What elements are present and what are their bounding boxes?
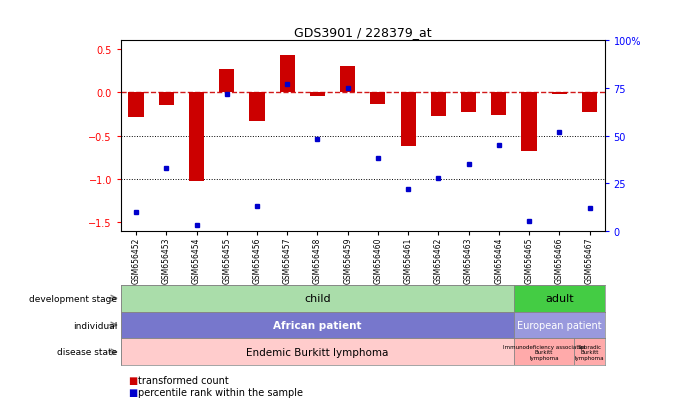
Bar: [574, 339, 605, 366]
Bar: [491, 93, 507, 116]
Bar: [129, 93, 144, 117]
Bar: [310, 93, 325, 97]
Bar: [461, 93, 476, 113]
Bar: [121, 339, 514, 366]
Bar: [401, 93, 416, 147]
Bar: [159, 93, 174, 106]
Bar: [430, 93, 446, 116]
Text: disease state: disease state: [57, 348, 117, 356]
Text: Sporadic
Burkitt
lymphoma: Sporadic Burkitt lymphoma: [575, 344, 605, 360]
Bar: [370, 93, 386, 104]
Bar: [514, 312, 605, 339]
Text: African patient: African patient: [273, 320, 361, 330]
Bar: [249, 93, 265, 121]
Bar: [522, 93, 537, 152]
Text: Immunodeficiency associated
Burkitt
lymphoma: Immunodeficiency associated Burkitt lymp…: [503, 344, 585, 360]
Bar: [121, 285, 514, 312]
Bar: [514, 285, 605, 312]
Text: development stage: development stage: [30, 294, 117, 303]
Text: individual: individual: [73, 321, 117, 330]
Text: Endemic Burkitt lymphoma: Endemic Burkitt lymphoma: [246, 347, 388, 357]
Bar: [551, 93, 567, 95]
Bar: [514, 339, 574, 366]
Text: adult: adult: [545, 293, 574, 304]
Title: GDS3901 / 228379_at: GDS3901 / 228379_at: [294, 26, 432, 39]
Bar: [219, 70, 234, 93]
Text: ■: ■: [128, 387, 137, 397]
Bar: [280, 56, 295, 93]
Bar: [121, 312, 514, 339]
Bar: [189, 93, 204, 181]
Text: transformed count: transformed count: [138, 375, 229, 385]
Bar: [340, 67, 355, 93]
Text: European patient: European patient: [517, 320, 602, 330]
Text: percentile rank within the sample: percentile rank within the sample: [138, 387, 303, 397]
Text: ■: ■: [128, 375, 137, 385]
Text: child: child: [304, 293, 331, 304]
Bar: [582, 93, 597, 113]
